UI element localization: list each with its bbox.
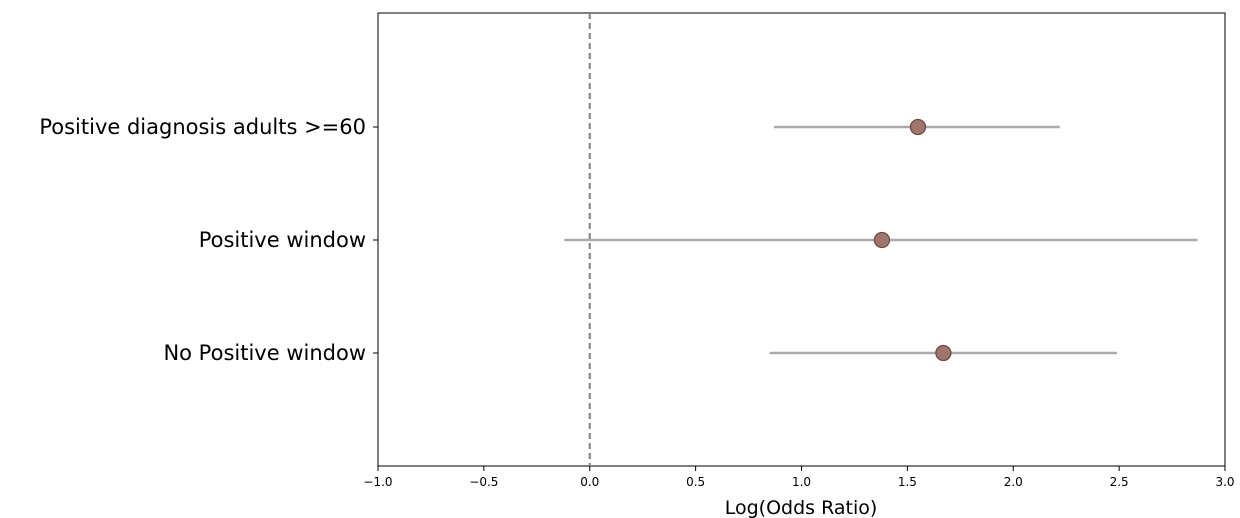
x-tick-label: 1.5	[898, 475, 917, 489]
x-tick-label: −0.5	[469, 475, 498, 489]
x-tick-label: 2.5	[1110, 475, 1129, 489]
x-tick-label: 1.0	[792, 475, 811, 489]
x-axis-ticks: −1.0 −0.5 0.0 0.5 1.0 1.5 2.0 2.5 3.0	[363, 466, 1235, 489]
data-marks	[564, 118, 1198, 362]
estimate-point	[935, 344, 952, 362]
y-axis-labels: Positive diagnosis adults >=60 Positive w…	[39, 115, 378, 365]
category-label: Positive diagnosis adults >=60	[39, 115, 366, 139]
estimate-point	[909, 118, 927, 136]
x-tick-label: 0.0	[580, 475, 599, 489]
x-tick-label: −1.0	[363, 475, 392, 489]
x-axis-label: Log(Odds Ratio)	[725, 497, 878, 518]
x-tick-label: 2.0	[1004, 475, 1023, 489]
x-tick-label: 0.5	[686, 475, 705, 489]
estimate-point	[873, 231, 891, 249]
category-label: No Positive window	[163, 341, 366, 365]
category-label: Positive window	[199, 228, 366, 252]
x-tick-label: 3.0	[1215, 475, 1234, 489]
